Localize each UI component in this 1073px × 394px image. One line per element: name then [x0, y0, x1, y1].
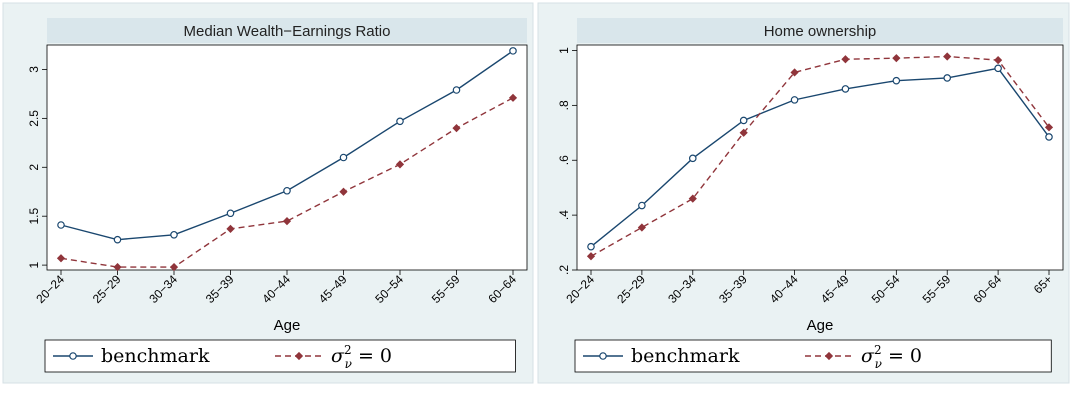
data-point-sigma-zero	[508, 93, 518, 102]
data-point-sigma-zero	[395, 160, 405, 169]
data-point-sigma-zero	[892, 54, 901, 63]
x-axis-label: Age	[807, 317, 834, 334]
data-point-sigma-zero	[841, 55, 850, 64]
legend-label-sigma-zero: σ2 ν = 0	[331, 343, 392, 371]
data-point-sigma-zero	[586, 252, 596, 261]
data-point-sigma-zero	[739, 128, 748, 137]
data-point-benchmark	[892, 76, 901, 85]
data-point-sigma-zero	[994, 55, 1003, 65]
data-point-benchmark	[790, 96, 799, 104]
data-point-benchmark	[170, 230, 178, 239]
data-point-benchmark	[283, 186, 291, 195]
data-point-sigma-zero	[226, 224, 235, 234]
data-point-benchmark	[943, 74, 952, 82]
data-point-sigma-zero	[790, 68, 799, 77]
y-tick-label: 2.5	[27, 110, 41, 127]
data-point-benchmark	[509, 47, 517, 55]
data-point-sigma-zero	[452, 124, 461, 133]
data-point-sigma-zero	[943, 52, 952, 61]
data-point-sigma-zero	[282, 216, 292, 226]
data-point-benchmark	[113, 235, 122, 244]
legend-label-benchmark: benchmark	[101, 345, 210, 367]
data-point-benchmark	[587, 242, 595, 251]
title-band	[577, 18, 1063, 43]
y-tick-label: .4	[557, 210, 571, 220]
y-tick-label: .6	[557, 155, 571, 165]
y-tick-label: .8	[557, 100, 571, 110]
legend-box	[574, 339, 1052, 373]
chart-title: Home ownership	[764, 23, 877, 40]
data-point-benchmark	[739, 116, 748, 125]
legend-marker-benchmark	[599, 352, 607, 360]
y-tick-label: 1	[557, 47, 571, 54]
data-point-sigma-zero	[1044, 123, 1054, 132]
legend-label-sigma-zero: σ2 ν = 0	[861, 343, 922, 371]
legend-marker-sigma-zero	[824, 351, 834, 361]
plot-area	[46, 44, 528, 271]
y-tick-label: 3	[27, 66, 41, 73]
title-band	[47, 18, 527, 43]
data-point-benchmark	[994, 64, 1002, 73]
series-line-sigma-zero	[60, 97, 514, 268]
series-line-sigma-zero	[590, 55, 1050, 257]
data-point-sigma-zero	[637, 223, 646, 232]
series-line-benchmark	[590, 67, 1050, 248]
y-tick-label: .2	[557, 265, 571, 275]
chart-panel-1: Median Wealth−Earnings Ratio11.522.5320−…	[2, 2, 534, 384]
y-tick-label: 2	[27, 164, 41, 171]
data-point-benchmark	[396, 117, 404, 126]
legend-marker-benchmark	[69, 352, 77, 360]
chart-title: Median Wealth−Earnings Ratio	[184, 23, 391, 40]
data-point-sigma-zero	[339, 187, 348, 196]
data-point-benchmark	[226, 209, 235, 218]
x-axis-label: Age	[274, 317, 301, 334]
legend-label-benchmark: benchmark	[631, 345, 740, 367]
data-point-benchmark	[638, 201, 646, 210]
data-point-sigma-zero	[169, 262, 179, 272]
legend-marker-sigma-zero	[294, 351, 304, 361]
y-tick-label: 1	[27, 261, 41, 268]
data-point-sigma-zero	[56, 254, 66, 263]
y-tick-label: 1.5	[27, 208, 41, 225]
data-point-sigma-zero	[113, 262, 122, 272]
data-point-benchmark	[1045, 133, 1053, 141]
plot-area	[576, 44, 1064, 271]
data-point-sigma-zero	[688, 194, 697, 203]
data-point-benchmark	[339, 153, 348, 162]
data-point-benchmark	[452, 86, 461, 94]
data-point-benchmark	[688, 154, 697, 163]
data-point-benchmark	[57, 221, 65, 229]
data-point-benchmark	[841, 85, 850, 93]
